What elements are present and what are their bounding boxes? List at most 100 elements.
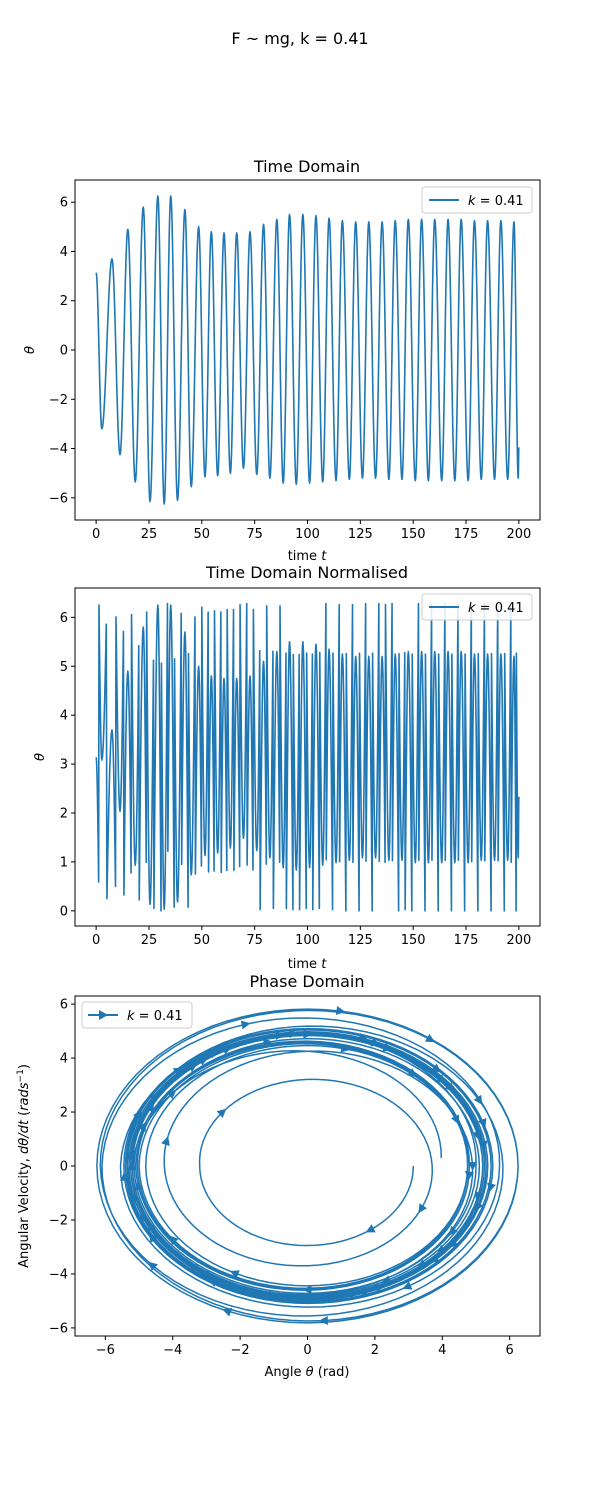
phase-direction-marker bbox=[172, 1067, 183, 1076]
y-tick-label: 4 bbox=[60, 1052, 68, 1067]
time-domain-normalised-legend: k = 0.41 bbox=[421, 593, 533, 621]
y-tick-label: 4 bbox=[60, 709, 68, 724]
y-tick-label: −2 bbox=[49, 393, 68, 408]
phase-direction-marker bbox=[407, 1068, 418, 1077]
phase-direction-marker bbox=[418, 1203, 428, 1214]
x-tick-label: 50 bbox=[194, 527, 211, 542]
time-domain-normalised-ylabel: θ bbox=[33, 753, 48, 761]
time-domain-normalised-plot: Time Domain Normalised 0 25 50 75 100 125 150 1… bbox=[33, 563, 541, 972]
phase-domain-legend-marker bbox=[99, 1010, 108, 1020]
y-tick-label: 0 bbox=[60, 344, 68, 359]
phase-direction-marker bbox=[358, 1032, 369, 1042]
time-domain-xlabel: time t bbox=[288, 549, 328, 564]
phase-direction-marker bbox=[402, 1281, 413, 1290]
phase-direction-marker bbox=[416, 1259, 428, 1268]
y-tick-label: 2 bbox=[60, 294, 68, 309]
time-domain-normalised-line bbox=[95, 602, 520, 912]
phase-direction-marker bbox=[370, 1282, 381, 1291]
phase-direction-marker bbox=[340, 1043, 351, 1053]
y-tick-label: −4 bbox=[49, 442, 68, 457]
phase-direction-marker bbox=[148, 1261, 158, 1271]
phase-direction-marker bbox=[477, 1118, 487, 1129]
time-domain-line bbox=[95, 195, 520, 505]
phase-direction-marker bbox=[147, 1221, 157, 1232]
phase-direction-marker bbox=[468, 1161, 478, 1171]
y-tick-label: 6 bbox=[60, 998, 68, 1013]
phase-direction-marker bbox=[475, 1191, 484, 1202]
x-tick-label: 125 bbox=[348, 527, 373, 542]
phase-domain-legend: k = 0.41 bbox=[81, 1001, 193, 1029]
time-domain-title: Time Domain bbox=[253, 157, 360, 176]
phase-direction-marker bbox=[262, 1038, 273, 1048]
phase-domain-line bbox=[96, 1008, 519, 1324]
x-tick-label: 25 bbox=[141, 527, 158, 542]
phase-direction-marker bbox=[127, 1161, 137, 1171]
x-tick-label: −4 bbox=[163, 1343, 182, 1358]
x-tick-label: 200 bbox=[506, 527, 531, 542]
time-domain-normalised-y-ticks: 0 1 2 3 4 5 6 bbox=[60, 611, 75, 919]
y-tick-label: 3 bbox=[60, 758, 68, 773]
phase-direction-marker bbox=[357, 1287, 368, 1297]
y-tick-label: 0 bbox=[60, 1160, 68, 1175]
phase-direction-marker bbox=[130, 1192, 139, 1203]
phase-direction-marker bbox=[169, 1235, 179, 1246]
x-tick-label: 125 bbox=[348, 933, 373, 948]
phase-domain-markers bbox=[120, 1006, 496, 1325]
y-tick-label: 5 bbox=[60, 660, 68, 675]
phase-direction-marker bbox=[137, 1121, 146, 1132]
y-tick-label: 6 bbox=[60, 611, 68, 626]
phase-direction-marker bbox=[216, 1108, 227, 1119]
time-domain-y-ticks: −6 −4 −2 0 2 4 6 bbox=[49, 196, 75, 506]
phase-direction-marker bbox=[448, 1225, 458, 1236]
x-tick-label: 0 bbox=[92, 527, 100, 542]
phase-direction-marker bbox=[275, 1031, 285, 1041]
phase-domain-title: Phase Domain bbox=[250, 972, 365, 991]
x-tick-label: 175 bbox=[454, 527, 479, 542]
phase-direction-marker bbox=[288, 1295, 298, 1305]
phase-direction-marker bbox=[487, 1182, 496, 1193]
y-tick-label: 6 bbox=[60, 196, 68, 211]
x-tick-label: 175 bbox=[454, 933, 479, 948]
x-tick-label: 75 bbox=[246, 527, 263, 542]
phase-direction-marker bbox=[145, 1102, 155, 1113]
phase-direction-marker bbox=[424, 1033, 436, 1043]
time-domain-series-line bbox=[95, 195, 520, 505]
time-domain-normalised-title: Time Domain Normalised bbox=[205, 563, 408, 582]
phase-direction-marker bbox=[187, 1063, 198, 1073]
x-tick-label: 100 bbox=[295, 933, 320, 948]
y-tick-label: 2 bbox=[60, 1106, 68, 1121]
phase-direction-marker bbox=[335, 1006, 346, 1015]
time-domain-normalised-series-line bbox=[95, 602, 520, 912]
phase-direction-marker bbox=[240, 1020, 251, 1030]
phase-direction-marker bbox=[431, 1063, 441, 1073]
phase-direction-marker bbox=[261, 1290, 272, 1300]
phase-direction-marker bbox=[436, 1074, 446, 1084]
phase-direction-marker bbox=[465, 1170, 474, 1181]
y-tick-label: 1 bbox=[60, 855, 68, 870]
phase-domain-series-line bbox=[96, 1008, 519, 1324]
x-tick-label: 150 bbox=[401, 527, 426, 542]
time-domain-x-ticks: 0 25 50 75 100 125 150 175 200 bbox=[92, 520, 531, 542]
phase-domain-legend-label: k = 0.41 bbox=[127, 1009, 183, 1024]
x-tick-label: −6 bbox=[96, 1343, 115, 1358]
phase-domain-legend-box bbox=[81, 1001, 193, 1029]
phase-domain-plot: Phase Domain −6 −4 −2 0 2 4 6 −6 −4 −2 0 2 4 6 Angle… bbox=[16, 972, 541, 1380]
phase-direction-marker bbox=[198, 1057, 209, 1066]
phase-direction-marker bbox=[166, 1089, 177, 1099]
phase-direction-marker bbox=[450, 1114, 460, 1125]
phase-domain-ylabel: Angular Velocity, dθ/dt (rads−1) bbox=[16, 1064, 32, 1268]
phase-direction-marker bbox=[149, 1092, 159, 1103]
phase-direction-marker bbox=[478, 1140, 488, 1151]
y-tick-label: −2 bbox=[49, 1213, 68, 1228]
phase-direction-marker bbox=[475, 1201, 484, 1212]
phase-direction-marker bbox=[229, 1270, 240, 1279]
time-domain-legend-box bbox=[421, 186, 533, 214]
phase-direction-marker bbox=[343, 1289, 354, 1298]
phase-direction-marker bbox=[161, 1136, 170, 1146]
time-domain-ylabel: θ bbox=[23, 346, 38, 354]
phase-direction-marker bbox=[436, 1244, 447, 1254]
time-domain-legend: k = 0.41 bbox=[421, 186, 533, 214]
phase-domain-xlabel: Angle θ (rad) bbox=[265, 1365, 350, 1380]
phase-direction-marker bbox=[222, 1307, 233, 1317]
